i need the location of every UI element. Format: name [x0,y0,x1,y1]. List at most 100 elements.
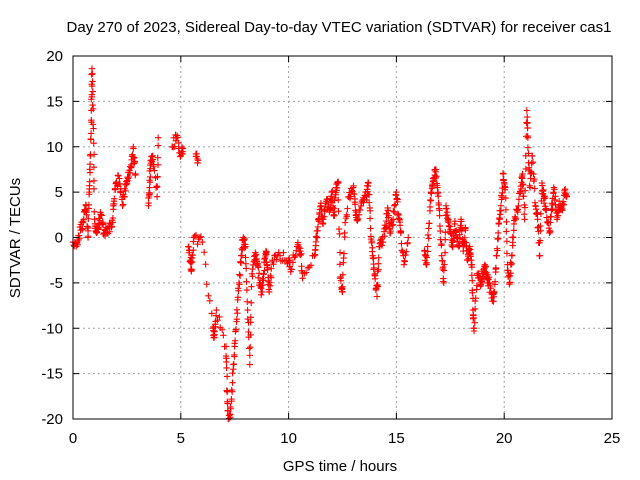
data-point [84,233,92,240]
data-point [523,107,531,114]
data-point [486,279,493,287]
data-point [321,213,328,220]
data-point [109,214,117,222]
data-point [132,170,139,178]
data-point [468,263,476,271]
data-point [89,70,96,77]
data-point [129,151,136,158]
data-point [468,272,476,279]
data-point [246,352,253,359]
data-point [401,258,409,265]
data-point [76,235,83,242]
data-point [506,272,514,280]
data-point [477,281,485,289]
y-axis-label: SDTVAR / TECUs [7,178,24,298]
data-point [240,237,247,244]
data-point [375,266,382,273]
data-point [461,234,468,241]
data-point [267,274,275,281]
data-point [373,284,380,292]
data-point [89,88,97,95]
data-point [246,361,253,368]
data-point [194,157,202,164]
data-point [537,222,544,230]
y-tick-label: 20 [46,48,63,65]
data-point [90,185,98,193]
data-point [350,182,357,190]
data-point [518,174,525,181]
data-point [122,187,129,195]
data-point [262,251,270,258]
data-point [371,272,379,280]
data-point [351,201,359,208]
data-point [86,178,93,185]
data-point [335,225,343,233]
axis-ticks [72,55,613,420]
data-point [491,288,498,296]
data-point [521,204,529,211]
data-point [200,249,208,256]
data-point [234,309,241,317]
data-point [389,216,397,223]
data-point [547,219,554,226]
data-point [335,208,342,215]
data-point [273,256,280,263]
data-point [524,113,531,121]
data-point [74,241,81,248]
data-point [220,332,227,339]
data-point [507,269,514,277]
data-point [312,233,320,240]
data-point [548,200,556,207]
data-point [265,288,273,296]
data-point [99,220,107,227]
y-tick-labels: -20 -15 -10 -5 0 5 10 15 20 [41,48,63,428]
data-point [241,235,248,243]
data-point [440,279,448,287]
data-point [482,263,489,270]
data-point [351,190,358,198]
x-tick-label: 0 [69,430,77,447]
data-point [318,205,325,213]
data-point [223,364,230,372]
data-point [422,252,429,260]
data-point [479,276,486,284]
data-point [395,215,403,222]
data-point [112,186,119,193]
data-point [515,202,522,210]
data-point [124,175,132,182]
data-point [529,158,537,166]
data-point [121,193,128,200]
data-point [151,167,158,174]
data-point [524,134,532,141]
data-point [374,268,381,275]
x-tick-label: 10 [280,430,297,447]
data-point [551,186,558,193]
data-point [434,189,442,196]
data-point [83,211,90,219]
data-point [235,287,242,295]
data-point [302,269,310,276]
data-point [341,229,348,237]
data-point [218,326,226,333]
x-tick-label: 20 [496,430,513,447]
data-point [521,187,529,194]
data-point [106,220,113,227]
y-tick-label: 15 [46,93,63,110]
data-point [91,208,98,215]
data-point [541,194,549,202]
data-point [312,238,320,246]
data-point [247,314,255,321]
data-point [442,229,449,236]
data-point [502,194,509,202]
data-point [381,232,388,240]
data-point [146,179,154,186]
data-point [238,245,245,253]
data-point [130,145,137,152]
data-point [334,179,342,187]
data-point [339,283,346,290]
data-point [471,305,479,313]
data-point [248,283,255,290]
y-tick-label: 5 [55,184,63,201]
data-point [228,395,235,403]
